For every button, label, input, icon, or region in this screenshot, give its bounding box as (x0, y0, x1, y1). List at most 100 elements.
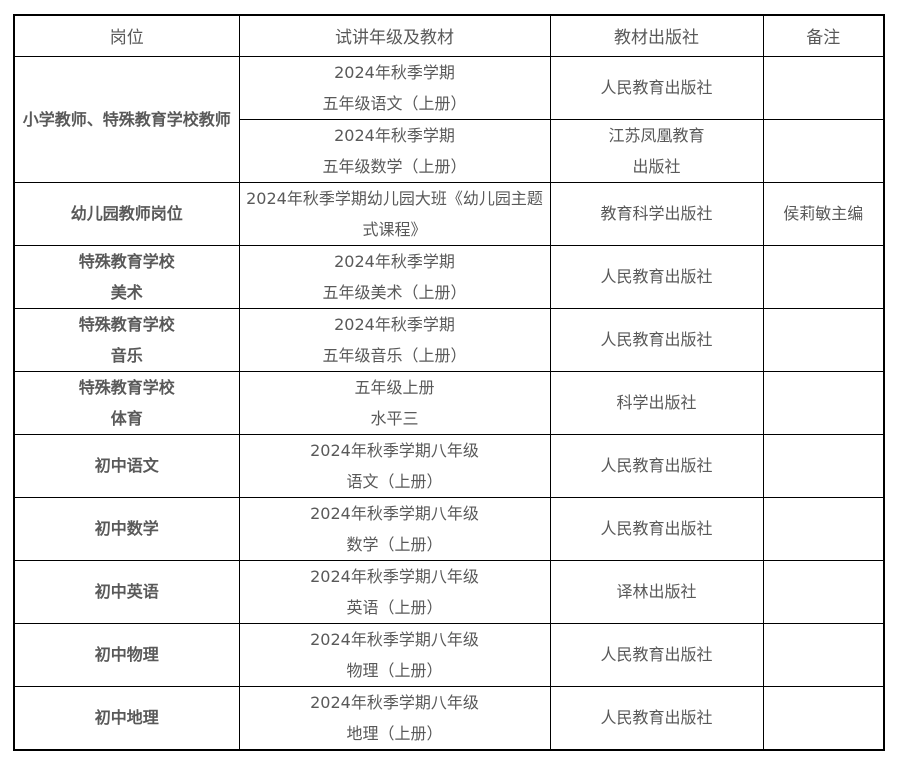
cell-line: 人民教育出版社 (600, 456, 713, 475)
cell-position: 初中数学 (13, 496, 240, 561)
cell-position: 初中语文 (13, 433, 240, 498)
table-row: 2024年秋季学期 五年级数学（上册） 江苏凤凰教育 出版社 (14, 118, 885, 183)
cell-position: 特殊教育学校 体育 (13, 370, 240, 435)
cell-line: 2024年秋季学期 (334, 251, 455, 271)
table-row: 特殊教育学校 音乐 2024年秋季学期 五年级音乐（上册） 人民教育出版社 (13, 307, 885, 372)
cell-note (762, 55, 885, 120)
cell-note (762, 307, 885, 372)
cell-material: 2024年秋季学期八年级 物理（上册） (238, 622, 551, 687)
cell-line: 2024年秋季学期八年级 (310, 629, 479, 649)
cell-line: 初中物理 (94, 645, 159, 664)
cell-line: 教育科学出版社 (600, 204, 713, 223)
cell-line: 式课程》 (362, 219, 427, 239)
cell-note (762, 244, 885, 309)
cell-line: 2024年秋季学期 (334, 314, 455, 334)
cell-note: 侯莉敏主编 (762, 181, 885, 246)
cell-line: 人民教育出版社 (600, 78, 713, 97)
cell-line: 科学出版社 (616, 393, 697, 412)
table-row: 初中地理 2024年秋季学期八年级 地理（上册） 人民教育出版社 (13, 685, 885, 750)
cell-note (762, 370, 885, 435)
cell-position: 特殊教育学校 音乐 (13, 307, 240, 372)
cell-line: 幼儿园教师岗位 (70, 204, 183, 223)
cell-line: 数学（上册） (346, 534, 443, 554)
cell-line: 初中地理 (94, 708, 159, 727)
cell-line: 2024年秋季学期八年级 (310, 503, 479, 523)
cell-note (762, 559, 885, 624)
cell-position: 初中英语 (13, 559, 240, 624)
cell-line: 2024年秋季学期八年级 (310, 566, 479, 586)
cell-publisher: 译林出版社 (549, 559, 764, 624)
table-body: 小学教师、特殊教育学校教师 2024年秋季学期 五年级语文（上册） 人民教育出版社 20… (13, 55, 885, 750)
cell-line: 美术 (110, 282, 143, 302)
cell-line: 侯莉敏主编 (783, 204, 864, 223)
cell-line: 2024年秋季学期幼儿园大班《幼儿园主题 (246, 188, 543, 208)
cell-note (762, 433, 885, 498)
cell-line: 五年级语文（上册） (322, 93, 467, 113)
cell-line: 2024年秋季学期 (334, 125, 455, 145)
cell-line: 五年级音乐（上册） (322, 345, 467, 365)
header-row: 岗位 试讲年级及教材 教材出版社 备注 (13, 14, 885, 57)
table-row: 特殊教育学校 体育 五年级上册 水平三 科学出版社 (13, 370, 885, 435)
cell-position: 初中物理 (13, 622, 240, 687)
cell-publisher: 人民教育出版社 (549, 55, 764, 120)
cell-material: 2024年秋季学期 五年级语文（上册） (238, 55, 551, 120)
recruitment-table: 岗位 试讲年级及教材 教材出版社 备注 小学教师、特殊教育学校教师 2024年秋季… (13, 14, 885, 751)
cell-line: 五年级上册 (354, 377, 435, 397)
cell-line: 初中语文 (94, 456, 159, 475)
cell-line: 五年级数学（上册） (322, 156, 467, 176)
cell-position: 特殊教育学校 美术 (13, 244, 240, 309)
cell-line: 人民教育出版社 (600, 708, 713, 727)
cell-material: 2024年秋季学期八年级 语文（上册） (238, 433, 551, 498)
cell-material: 2024年秋季学期 五年级美术（上册） (238, 244, 551, 309)
cell-position: 幼儿园教师岗位 (13, 181, 240, 246)
cell-material: 2024年秋季学期 五年级音乐（上册） (238, 307, 551, 372)
cell-line: 特殊教育学校 (78, 377, 175, 397)
cell-line: 江苏凤凰教育 (608, 125, 705, 145)
table-row: 初中语文 2024年秋季学期八年级 语文（上册） 人民教育出版社 (13, 433, 885, 498)
cell-note (762, 685, 885, 750)
cell-material: 2024年秋季学期幼儿园大班《幼儿园主题 式课程》 (238, 181, 551, 246)
cell-publisher: 人民教育出版社 (549, 622, 764, 687)
table-row: 特殊教育学校 美术 2024年秋季学期 五年级美术（上册） 人民教育出版社 (13, 244, 885, 309)
cell-publisher: 人民教育出版社 (549, 244, 764, 309)
table-row: 初中数学 2024年秋季学期八年级 数学（上册） 人民教育出版社 (13, 496, 885, 561)
cell-line: 特殊教育学校 (78, 251, 175, 271)
cell-line: 水平三 (370, 408, 419, 428)
cell-publisher: 人民教育出版社 (549, 433, 764, 498)
cell-material: 2024年秋季学期八年级 英语（上册） (238, 559, 551, 624)
cell-position: 初中地理 (13, 685, 240, 750)
cell-line: 出版社 (632, 156, 681, 176)
col-header-position: 岗位 (13, 14, 240, 57)
cell-line: 初中英语 (94, 582, 159, 601)
cell-material: 2024年秋季学期八年级 数学（上册） (238, 496, 551, 561)
table-row: 小学教师、特殊教育学校教师 2024年秋季学期 五年级语文（上册） 人民教育出版社 (13, 55, 885, 183)
col-header-material: 试讲年级及教材 (238, 14, 551, 57)
cell-line: 2024年秋季学期 (334, 62, 455, 82)
col-header-publisher: 教材出版社 (549, 14, 764, 57)
cell-line: 物理（上册） (346, 660, 443, 680)
table-row: 初中物理 2024年秋季学期八年级 物理（上册） 人民教育出版社 (13, 622, 885, 687)
cell-publisher: 人民教育出版社 (549, 685, 764, 750)
cell-material: 2024年秋季学期 五年级数学（上册） (238, 118, 551, 183)
cell-line: 人民教育出版社 (600, 267, 713, 286)
cell-note (762, 622, 885, 687)
cell-line: 人民教育出版社 (600, 519, 713, 538)
cell-publisher: 人民教育出版社 (549, 307, 764, 372)
cell-material: 2024年秋季学期八年级 地理（上册） (238, 685, 551, 750)
cell-line: 初中数学 (94, 519, 159, 538)
cell-line: 人民教育出版社 (600, 645, 713, 664)
cell-material: 五年级上册 水平三 (238, 370, 551, 435)
col-header-note: 备注 (762, 14, 885, 57)
cell-note (762, 496, 885, 561)
cell-publisher: 江苏凤凰教育 出版社 (549, 118, 764, 183)
table-row: 初中英语 2024年秋季学期八年级 英语（上册） 译林出版社 (13, 559, 885, 624)
cell-line: 英语（上册） (346, 597, 443, 617)
cell-line: 体育 (110, 408, 143, 428)
cell-line: 特殊教育学校 (78, 314, 175, 334)
cell-line: 2024年秋季学期八年级 (310, 440, 479, 460)
cell-publisher: 教育科学出版社 (549, 181, 764, 246)
cell-note (762, 118, 885, 183)
cell-line: 2024年秋季学期八年级 (310, 692, 479, 712)
cell-position: 小学教师、特殊教育学校教师 (13, 55, 240, 183)
cell-line: 译林出版社 (616, 582, 697, 601)
